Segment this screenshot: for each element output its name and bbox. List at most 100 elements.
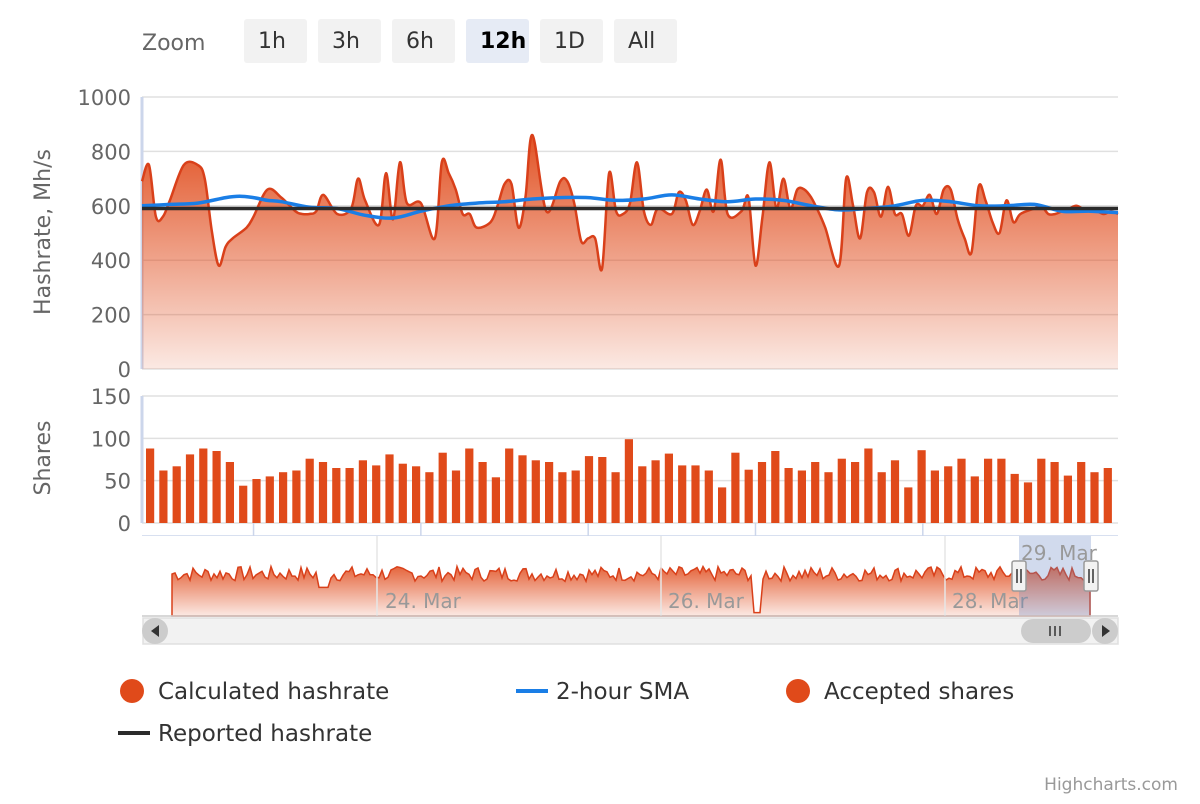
- share-bar: [851, 462, 860, 523]
- zoom-label: Zoom: [142, 31, 205, 56]
- legend: Calculated hashrate 2-hour SMA Accepted sh…: [118, 679, 1014, 747]
- hashrate-y-tick-label: 1000: [78, 86, 131, 110]
- legend-item[interactable]: Calculated hashrate: [120, 679, 389, 705]
- zoom-button-3h[interactable]: 3h: [318, 19, 381, 63]
- legend-item[interactable]: 2-hour SMA: [516, 679, 689, 705]
- share-bar: [797, 470, 806, 523]
- share-bar: [545, 462, 554, 523]
- zoom-buttons: 1h 3h 6h 12h 1D All: [244, 19, 677, 63]
- scroll-right-button[interactable]: [1092, 618, 1118, 644]
- hashrate-y-tick-label: 200: [91, 304, 131, 328]
- share-bar: [425, 472, 434, 523]
- share-bar: [1023, 482, 1033, 523]
- share-bar: [412, 466, 421, 523]
- zoom-button-label: 12h: [480, 29, 526, 54]
- zoom-button-bg: [540, 19, 603, 63]
- share-bar: [199, 448, 208, 523]
- share-bar: [571, 470, 580, 523]
- shares-y-tick-label: 150: [91, 385, 131, 409]
- share-bar: [159, 470, 168, 523]
- hashrate-y-tick-label: 0: [118, 358, 131, 382]
- zoom-button-bg: [392, 19, 455, 63]
- scrollbar-thumb-body: [1021, 619, 1091, 643]
- zoom-button-label: 6h: [406, 29, 434, 54]
- share-bar: [385, 454, 394, 523]
- share-bar: [704, 470, 713, 523]
- scrollbar-track[interactable]: [142, 617, 1119, 645]
- share-bar: [1103, 468, 1112, 523]
- legend-label: Accepted shares: [824, 679, 1014, 705]
- share-bar: [438, 452, 447, 523]
- share-bar: [984, 458, 993, 523]
- navigator-left-handle[interactable]: [1011, 560, 1027, 592]
- zoom-button-6h[interactable]: 6h: [392, 19, 455, 63]
- handle-body: [1083, 560, 1099, 592]
- share-bar: [1077, 462, 1086, 523]
- share-bar: [172, 466, 181, 523]
- hashrate-y-ticks: 0 200 400 600 800 1000: [78, 86, 131, 382]
- legend-item[interactable]: Reported hashrate: [118, 721, 372, 747]
- legend-label: Reported hashrate: [158, 721, 372, 747]
- share-bar: [811, 462, 820, 523]
- share-bar: [225, 462, 234, 523]
- share-bar: [611, 472, 620, 523]
- zoom-button-all[interactable]: All: [614, 19, 677, 63]
- share-bar: [146, 448, 155, 523]
- share-bar: [957, 458, 966, 523]
- share-bar: [917, 450, 926, 523]
- share-bar: [1010, 473, 1019, 523]
- navigator-tick-label: 28. Mar: [952, 589, 1029, 613]
- share-bar: [398, 463, 407, 523]
- share-bar: [678, 465, 687, 523]
- share-bar: [505, 448, 514, 523]
- scroll-left-button[interactable]: [142, 618, 168, 644]
- zoom-button-label: 3h: [332, 29, 360, 54]
- share-bar: [930, 470, 939, 523]
- shares-y-tick-label: 100: [91, 427, 131, 451]
- navigator-right-handle[interactable]: [1083, 560, 1099, 592]
- hashrate-y-axis-title: Hashrate, Mh/s: [31, 149, 56, 315]
- share-bar: [598, 457, 607, 523]
- sma-line: [141, 193, 1119, 220]
- share-bar: [558, 472, 567, 523]
- share-bar: [890, 460, 900, 523]
- share-bar: [265, 476, 274, 523]
- share-bar: [491, 477, 500, 523]
- scrollbar[interactable]: [142, 617, 1119, 645]
- zoom-button-12h[interactable]: 12h: [466, 19, 529, 63]
- handle-body: [1011, 560, 1027, 592]
- navigator-tick-label: 24. Mar: [385, 589, 462, 613]
- share-bar: [332, 468, 341, 523]
- zoom-button-label: All: [628, 29, 655, 54]
- share-bar: [638, 466, 647, 523]
- share-bar: [185, 454, 195, 523]
- hashrate-y-tick-label: 600: [91, 195, 131, 219]
- shares-y-tick-label: 50: [104, 470, 131, 494]
- share-bar: [944, 466, 953, 523]
- share-bar: [784, 468, 793, 523]
- share-bar: [518, 455, 527, 523]
- share-bar: [1063, 475, 1072, 523]
- zoom-button-1h[interactable]: 1h: [244, 19, 307, 63]
- zoom-button-1d[interactable]: 1D: [540, 19, 603, 63]
- legend-label: 2-hour SMA: [556, 679, 689, 705]
- navigator-selected-range[interactable]: [1019, 536, 1091, 616]
- share-bar: [292, 470, 301, 523]
- zoom-button-bg: [318, 19, 381, 63]
- scrollbar-thumb[interactable]: [1021, 619, 1091, 643]
- share-bar: [465, 448, 474, 523]
- legend-item[interactable]: Accepted shares: [786, 679, 1014, 705]
- share-bar: [664, 453, 673, 523]
- credits-link[interactable]: Highcharts.com: [1044, 775, 1178, 795]
- legend-circle-icon: [120, 679, 144, 703]
- zoom-button-bg: [614, 19, 677, 63]
- arrow-right-icon: [1102, 625, 1110, 637]
- shares-y-tick-label: 0: [118, 512, 131, 536]
- navigator-tick-label: 26. Mar: [668, 589, 745, 613]
- hashrate-y-tick-label: 400: [91, 249, 131, 273]
- share-bar: [718, 487, 727, 523]
- navigator-series: [171, 563, 1091, 617]
